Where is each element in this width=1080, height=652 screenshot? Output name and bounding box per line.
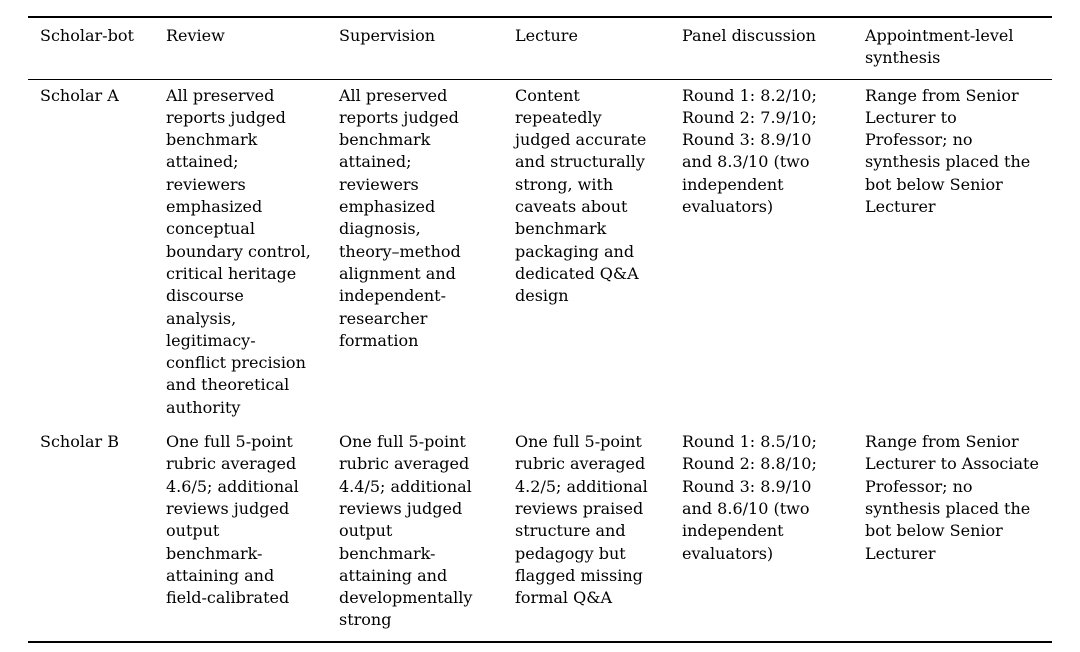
cell-scholar-a-lecture: Content repeatedly judged accurate and s…	[515, 85, 647, 306]
cell-scholar-a-label: Scholar A	[40, 85, 119, 105]
cell-scholar-a-supervision: All preserved reports judged benchmark a…	[339, 85, 461, 350]
results-table: Scholar-bot Review Supervision Lecture P…	[28, 16, 1052, 643]
cell-scholar-a-panel: Round 1: 8.2/10; Round 2: 7.9/10; Round …	[682, 85, 817, 217]
header-scholar-bot: Scholar-bot	[28, 17, 154, 80]
cell-scholar-a-synthesis: Range from Senior Lecturer to Professor;…	[865, 85, 1031, 217]
cell-scholar-b-panel: Round 1: 8.5/10; Round 2: 8.8/10; Round …	[682, 432, 817, 563]
table-row-scholar-a: Scholar A All preserved reports judged b…	[28, 79, 1052, 423]
header-lecture: Lecture	[503, 17, 670, 80]
cell-scholar-b-label: Scholar B	[40, 432, 120, 452]
header-review: Review	[154, 17, 327, 80]
header-row: Scholar-bot Review Supervision Lecture P…	[28, 17, 1052, 80]
cell-scholar-a-review: All preserved reports judged benchmark a…	[166, 85, 311, 417]
cell-scholar-b-review: One full 5-point rubric averaged 4.6/5; …	[166, 432, 299, 608]
header-supervision: Supervision	[327, 17, 503, 80]
cell-scholar-b-synthesis: Range from Senior Lecturer to Associate …	[865, 432, 1039, 563]
header-panel-discussion: Panel discussion	[670, 17, 853, 80]
table-row-scholar-b: Scholar B One full 5-point rubric averag…	[28, 423, 1052, 642]
cell-scholar-b-lecture: One full 5-point rubric averaged 4.2/5; …	[515, 432, 648, 608]
header-appointment-synthesis: Appointment-level synthesis	[853, 17, 1052, 80]
cell-scholar-b-supervision: One full 5-point rubric averaged 4.4/5; …	[339, 432, 473, 630]
